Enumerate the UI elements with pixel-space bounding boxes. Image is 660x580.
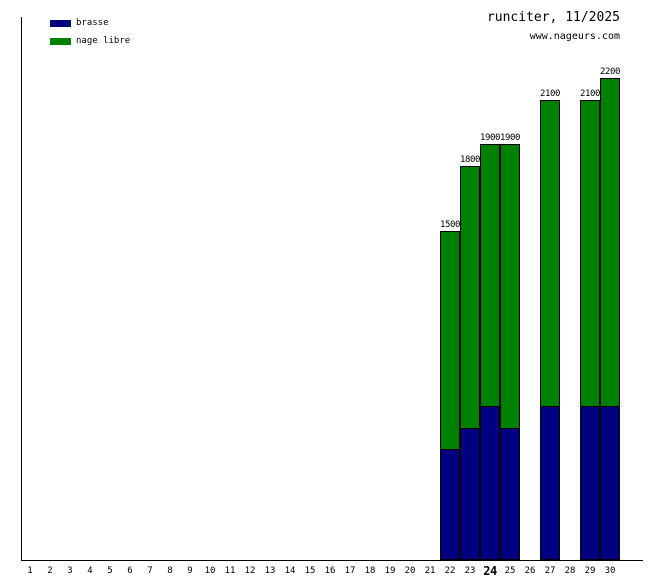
- x-tick-label-25: 25: [504, 566, 516, 576]
- x-tick-label-21: 21: [424, 566, 436, 576]
- x-tick-label-9: 9: [187, 566, 193, 576]
- x-tick-label-13: 13: [264, 566, 276, 576]
- x-tick-label-26: 26: [524, 566, 536, 576]
- y-axis-line: [21, 17, 22, 560]
- x-tick-label-24: 24: [483, 564, 497, 578]
- x-axis-line: [21, 560, 643, 561]
- x-tick-label-8: 8: [167, 566, 173, 576]
- bar-total-label-day-24: 1900: [479, 133, 501, 143]
- x-tick-label-22: 22: [444, 566, 456, 576]
- website-label: www.nageurs.com: [529, 31, 620, 42]
- x-tick-label-1: 1: [27, 566, 33, 576]
- bar-segment-brasse-day-23: [461, 428, 479, 559]
- title-block: runciter, 11/2025 www.nageurs.com: [487, 11, 620, 43]
- bar-day-30: [600, 78, 620, 560]
- x-tick-label-11: 11: [224, 566, 236, 576]
- bar-segment-brasse-day-22: [441, 449, 459, 559]
- x-tick-label-23: 23: [464, 566, 476, 576]
- x-tick-label-30: 30: [604, 566, 616, 576]
- bar-segment-brasse-day-25: [501, 428, 519, 559]
- x-tick-label-29: 29: [584, 566, 596, 576]
- bar-total-label-day-23: 1800: [459, 155, 481, 165]
- brasse-color-swatch: [50, 19, 71, 27]
- x-tick-label-18: 18: [364, 566, 376, 576]
- legend-item-nage-libre: nage libre: [50, 36, 130, 46]
- x-tick-label-19: 19: [384, 566, 396, 576]
- bar-day-24: [480, 144, 500, 560]
- x-tick-label-16: 16: [324, 566, 336, 576]
- x-tick-label-28: 28: [564, 566, 576, 576]
- legend-label-brasse: brasse: [76, 18, 109, 28]
- x-tick-label-15: 15: [304, 566, 316, 576]
- bar-day-22: [440, 231, 460, 560]
- x-tick-label-4: 4: [87, 566, 93, 576]
- x-tick-label-7: 7: [147, 566, 153, 576]
- bar-segment-brasse-day-30: [601, 406, 619, 559]
- x-tick-label-6: 6: [127, 566, 133, 576]
- x-tick-label-5: 5: [107, 566, 113, 576]
- bar-total-label-day-29: 2100: [579, 89, 601, 99]
- bar-day-29: [580, 100, 600, 560]
- x-tick-label-2: 2: [47, 566, 53, 576]
- x-tick-label-3: 3: [67, 566, 73, 576]
- x-tick-label-10: 10: [204, 566, 216, 576]
- legend-label-nage-libre: nage libre: [76, 36, 131, 46]
- bar-day-25: [500, 144, 520, 560]
- chart-title: runciter, 11/2025: [486, 10, 620, 25]
- bar-segment-brasse-day-27: [541, 406, 559, 559]
- x-tick-label-27: 27: [544, 566, 556, 576]
- bar-day-23: [460, 166, 480, 560]
- x-tick-label-17: 17: [344, 566, 356, 576]
- bar-total-label-day-27: 2100: [539, 89, 561, 99]
- bar-total-label-day-25: 1900: [499, 133, 521, 143]
- nage-libre-color-swatch: [50, 37, 71, 45]
- legend-item-brasse: brasse: [50, 18, 130, 28]
- x-tick-label-14: 14: [284, 566, 296, 576]
- x-tick-label-20: 20: [404, 566, 416, 576]
- bar-segment-brasse-day-29: [581, 406, 599, 559]
- bar-total-label-day-22: 1500: [439, 220, 461, 230]
- x-tick-label-12: 12: [244, 566, 256, 576]
- legend: brasse nage libre: [50, 18, 130, 54]
- bar-total-label-day-30: 2200: [599, 67, 621, 77]
- bar-day-27: [540, 100, 560, 560]
- bar-segment-brasse-day-24: [481, 406, 499, 559]
